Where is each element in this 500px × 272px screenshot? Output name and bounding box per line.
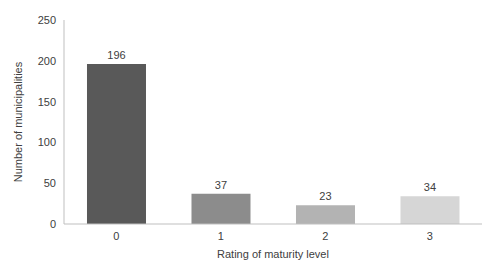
svg-text:0: 0: [50, 218, 56, 230]
svg-text:3: 3: [427, 230, 433, 242]
svg-text:34: 34: [424, 181, 436, 193]
svg-text:50: 50: [44, 177, 56, 189]
svg-text:150: 150: [38, 96, 56, 108]
svg-text:23: 23: [319, 190, 331, 202]
svg-text:2: 2: [322, 230, 328, 242]
svg-text:196: 196: [107, 49, 125, 61]
svg-text:37: 37: [215, 179, 227, 191]
svg-text:0: 0: [113, 230, 119, 242]
svg-text:200: 200: [38, 55, 56, 67]
svg-text:Rating of maturity level: Rating of maturity level: [217, 248, 329, 260]
svg-text:250: 250: [38, 14, 56, 26]
svg-text:100: 100: [38, 136, 56, 148]
svg-text:1: 1: [218, 230, 224, 242]
svg-text:Number of municipalities: Number of municipalities: [12, 61, 24, 182]
